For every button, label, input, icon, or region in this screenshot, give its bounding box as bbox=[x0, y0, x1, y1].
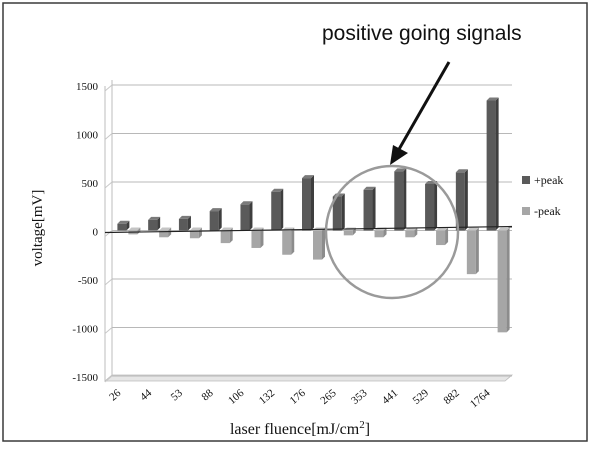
y-axis-title: voltage[mV] bbox=[30, 190, 46, 267]
bar-plus-peak bbox=[394, 171, 404, 231]
bar-top bbox=[209, 208, 222, 212]
bar-side bbox=[414, 227, 418, 238]
gridline-side bbox=[104, 181, 113, 189]
y-tick-label: 1000 bbox=[76, 130, 99, 142]
bar-top bbox=[220, 227, 233, 231]
bar-side bbox=[403, 168, 407, 231]
bar-top bbox=[271, 188, 284, 192]
bar-top bbox=[128, 227, 141, 231]
bar-side bbox=[249, 201, 253, 231]
bar-side bbox=[157, 216, 161, 231]
y-tick-label: -500 bbox=[78, 275, 99, 287]
bar-side bbox=[229, 227, 233, 244]
x-axis-title: laser fluence[mJ/cm2] bbox=[230, 419, 370, 438]
bar-top bbox=[363, 186, 376, 190]
bar-minus-peak bbox=[405, 230, 415, 238]
bars bbox=[117, 97, 510, 333]
y-tick-label: 1500 bbox=[76, 81, 99, 93]
bar-minus-peak bbox=[251, 230, 261, 248]
y-tick-label: 0 bbox=[93, 227, 99, 239]
bar-top bbox=[240, 201, 253, 205]
bar-minus-peak bbox=[497, 230, 507, 333]
bar-plus-peak bbox=[240, 204, 250, 231]
bar-side bbox=[168, 227, 172, 238]
bar-side bbox=[445, 227, 449, 246]
bar-plus-peak bbox=[178, 218, 188, 231]
bar-minus-peak bbox=[282, 230, 292, 255]
bar-side bbox=[352, 227, 356, 236]
bar-side bbox=[383, 227, 387, 238]
gridline-side bbox=[104, 327, 113, 334]
bar-side bbox=[198, 227, 202, 239]
y-axis-ticks: 1500 1000 500 0 -500 -1000 -1500 bbox=[72, 81, 98, 384]
bar-side bbox=[495, 97, 499, 231]
bar-top bbox=[189, 227, 202, 231]
bar-top bbox=[497, 227, 510, 231]
bar-top bbox=[466, 227, 479, 231]
bar-plus-peak bbox=[271, 191, 281, 231]
bar-top bbox=[436, 227, 449, 231]
bar-top bbox=[178, 215, 191, 219]
zero-axis-line bbox=[104, 225, 513, 234]
bar-side bbox=[475, 227, 479, 275]
bar-plus-peak bbox=[209, 211, 219, 231]
bar-plus-peak bbox=[486, 100, 496, 231]
bar-minus-peak bbox=[313, 230, 322, 260]
y-tick-label: 500 bbox=[82, 178, 99, 190]
bar-side bbox=[280, 188, 284, 231]
bar-side bbox=[341, 193, 345, 231]
bar-top bbox=[159, 227, 172, 231]
bar-minus-peak bbox=[220, 230, 230, 244]
bar-plus-peak bbox=[425, 183, 435, 231]
legend-swatch-minus-peak bbox=[522, 207, 530, 215]
gridline-side bbox=[104, 84, 113, 92]
annotation-arrow-shaft bbox=[396, 61, 451, 152]
legend-label-minus-peak: -peak bbox=[534, 204, 561, 218]
gridline-side bbox=[104, 278, 113, 286]
y-tick-label: -1500 bbox=[72, 372, 98, 384]
bar-top bbox=[455, 169, 468, 173]
bar-minus-peak bbox=[374, 230, 384, 238]
bar-side bbox=[322, 227, 325, 260]
bar-minus-peak bbox=[466, 230, 476, 275]
bar-plus-peak bbox=[302, 178, 311, 231]
gridline-side bbox=[104, 230, 113, 237]
bar-side bbox=[311, 175, 314, 231]
bar-side bbox=[372, 186, 376, 231]
bar-top bbox=[486, 97, 499, 101]
bar-plus-peak bbox=[363, 189, 373, 231]
bar-side bbox=[291, 227, 295, 255]
bar-top bbox=[394, 168, 407, 172]
bar-side bbox=[464, 169, 468, 231]
bar-minus-peak bbox=[189, 230, 199, 239]
gridline-side bbox=[104, 375, 113, 383]
bar-minus-peak bbox=[159, 230, 169, 238]
annotation-arrow-head bbox=[390, 145, 408, 165]
annotation-text: positive going signals bbox=[322, 22, 522, 45]
legend-swatch-plus-peak bbox=[522, 176, 530, 184]
bar-side bbox=[506, 227, 510, 333]
annotation-circle bbox=[324, 164, 460, 300]
bar-plus-peak bbox=[117, 223, 127, 231]
bar-minus-peak bbox=[436, 230, 446, 246]
bar-top bbox=[148, 216, 161, 220]
legend-label-plus-peak: +peak bbox=[534, 173, 563, 187]
bar-side bbox=[434, 180, 438, 231]
bar-plus-peak bbox=[332, 196, 342, 231]
bar-side bbox=[126, 220, 130, 231]
bar-side bbox=[260, 227, 264, 248]
legend: +peak -peak bbox=[522, 173, 563, 218]
y-tick-label: -1000 bbox=[72, 324, 98, 336]
bar-plus-peak bbox=[148, 219, 158, 231]
bar-minus-peak bbox=[343, 230, 353, 236]
bar-top bbox=[117, 220, 130, 224]
bar-side bbox=[187, 215, 191, 231]
bar-side bbox=[137, 227, 141, 235]
gridline-side bbox=[104, 133, 113, 140]
bar-plus-peak bbox=[455, 172, 465, 231]
bar-top bbox=[302, 175, 314, 179]
bar-side bbox=[218, 208, 222, 231]
